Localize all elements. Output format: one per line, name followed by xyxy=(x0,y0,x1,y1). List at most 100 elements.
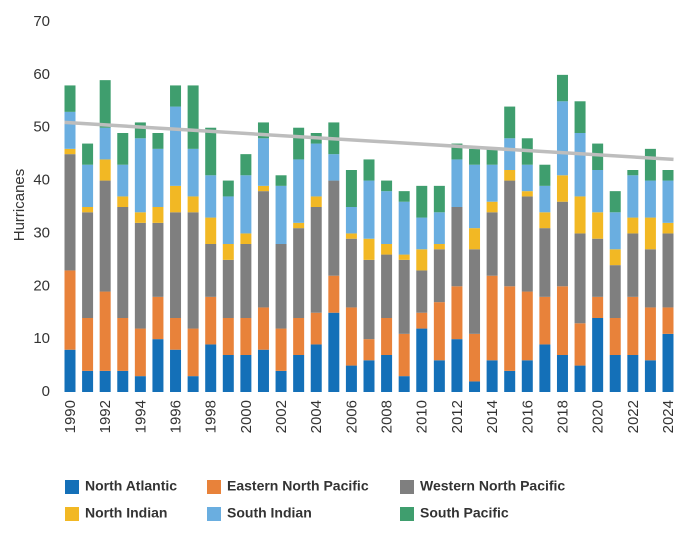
bar-segment xyxy=(134,376,146,392)
bar-segment xyxy=(99,159,111,181)
legend-swatch xyxy=(400,507,414,521)
bar-segment xyxy=(662,333,674,392)
bar-segment xyxy=(345,207,357,234)
bar-segment xyxy=(521,291,533,361)
bar-segment xyxy=(574,233,586,324)
bar-segment xyxy=(117,196,129,207)
bar-segment xyxy=(64,111,76,149)
bar-segment xyxy=(345,307,357,366)
bar-segment xyxy=(205,175,217,218)
bar-segment xyxy=(539,212,551,229)
legend-swatch xyxy=(65,507,79,521)
bar-segment xyxy=(504,180,516,287)
bar-segment xyxy=(99,291,111,371)
bar-segment xyxy=(398,254,410,260)
bar-segment xyxy=(222,180,234,197)
bar-segment xyxy=(293,159,305,223)
legend-label: Western North Pacific xyxy=(420,478,565,494)
bar-segment xyxy=(275,328,287,371)
bar-segment xyxy=(556,286,568,355)
bar-segment xyxy=(504,106,516,139)
bar-segment xyxy=(117,207,129,318)
bar-segment xyxy=(257,138,269,186)
bar-segment xyxy=(205,296,217,345)
bar-segment xyxy=(381,180,393,192)
x-tick-label: 2008 xyxy=(379,400,396,433)
bar-segment xyxy=(82,164,94,207)
bar-segment xyxy=(381,318,393,355)
bar-segment xyxy=(539,228,551,297)
x-tick-label: 2020 xyxy=(590,400,607,433)
bar-segment xyxy=(416,328,428,392)
bar-segment xyxy=(328,275,340,313)
bar-segment xyxy=(644,249,656,308)
bar-segment xyxy=(433,302,445,361)
bar-segment xyxy=(117,370,129,392)
bar-segment xyxy=(469,381,481,392)
bar-segment xyxy=(82,207,94,213)
bar-segment xyxy=(222,244,234,260)
y-tick-label: 20 xyxy=(33,277,50,294)
bar-segment xyxy=(416,312,428,329)
bar-segment xyxy=(187,376,199,392)
bar-segment xyxy=(240,233,252,244)
bar-segment xyxy=(152,207,164,223)
bar-segment xyxy=(592,238,604,297)
y-tick-label: 50 xyxy=(33,119,50,136)
bar-segment xyxy=(433,249,445,303)
bar-segment xyxy=(469,164,481,229)
bar-segment xyxy=(222,355,234,392)
bar-segment xyxy=(275,244,287,329)
bar-segment xyxy=(662,180,674,223)
bar-segment xyxy=(627,217,639,234)
bar-segment xyxy=(275,175,287,186)
bar-segment xyxy=(64,85,76,112)
bar-segment xyxy=(363,339,375,361)
bar-segment xyxy=(152,222,164,297)
bar-segment xyxy=(398,376,410,392)
bar-segment xyxy=(134,212,146,223)
bar-segment xyxy=(134,122,146,139)
bar-segment xyxy=(187,148,199,197)
legend-swatch xyxy=(207,507,221,521)
bar-segment xyxy=(64,270,76,350)
bar-segment xyxy=(381,355,393,392)
bar-segment xyxy=(627,175,639,218)
bar-segment xyxy=(64,154,76,271)
bar-segment xyxy=(504,286,516,371)
bar-segment xyxy=(539,296,551,345)
x-tick-label: 2022 xyxy=(625,400,642,433)
bar-segment xyxy=(363,159,375,181)
bar-segment xyxy=(574,323,586,366)
bar-segment xyxy=(609,191,621,213)
bar-segment xyxy=(609,265,621,318)
bar-segment xyxy=(363,259,375,340)
bar-segment xyxy=(170,318,182,350)
bar-segment xyxy=(556,355,568,392)
bar-segment xyxy=(644,360,656,392)
legend-label: South Indian xyxy=(227,505,312,521)
bar-segment xyxy=(152,296,164,340)
bar-segment xyxy=(451,159,463,207)
bar-segment xyxy=(486,148,498,165)
bar-segment xyxy=(170,349,182,392)
bar-segment xyxy=(240,244,252,318)
bar-segment xyxy=(328,180,340,276)
bar-segment xyxy=(170,212,182,318)
bar-segment xyxy=(627,170,639,176)
bar-segment xyxy=(345,233,357,239)
bar-segment xyxy=(257,122,269,139)
bar-segment xyxy=(99,370,111,392)
bar-segment xyxy=(310,207,322,313)
legend-label: Eastern North Pacific xyxy=(227,478,369,494)
bar-segment xyxy=(416,217,428,250)
bar-segment xyxy=(152,148,164,207)
bar-segment xyxy=(609,249,621,266)
bar-segment xyxy=(486,212,498,276)
bar-segment xyxy=(82,318,94,371)
y-tick-label: 0 xyxy=(42,383,50,400)
bar-segment xyxy=(170,85,182,107)
bar-segment xyxy=(187,196,199,213)
bar-segment xyxy=(539,185,551,213)
bar-segment xyxy=(592,212,604,239)
